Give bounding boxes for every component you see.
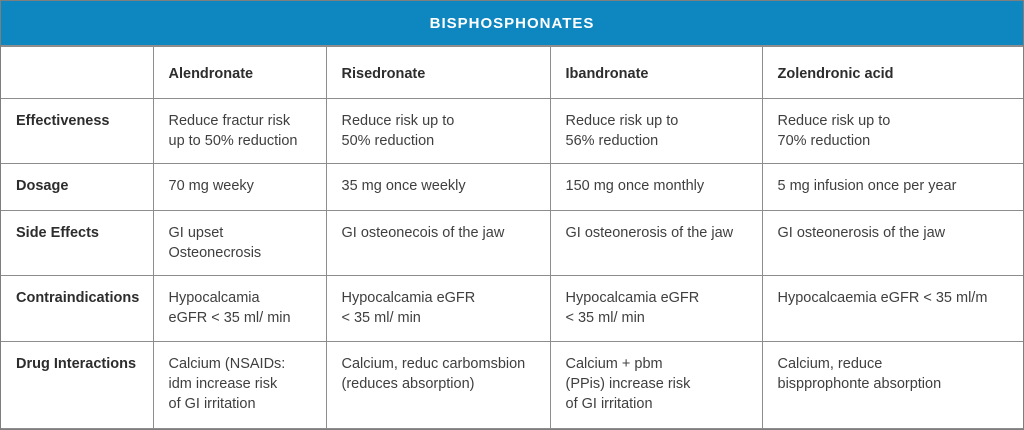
- column-header-zolendronic-acid: Zolendronic acid: [761, 46, 1023, 99]
- cell-dosage-ibandronate: 150 mg once monthly: [549, 163, 763, 211]
- cell-effectiveness-risedronate: Reduce risk up to 50% reduction: [325, 98, 551, 164]
- column-header-risedronate: Risedronate: [325, 46, 551, 99]
- row-label-dosage: Dosage: [1, 163, 154, 211]
- table-row-drug-interactions: Drug Interactions Calcium (NSAIDs: idm i…: [1, 341, 1023, 429]
- cell-drug-interactions-risedronate: Calcium, reduc carbomsbion (reduces abso…: [325, 341, 551, 429]
- cell-effectiveness-zolendronic-acid: Reduce risk up to 70% reduction: [761, 98, 1023, 164]
- cell-side-effects-risedronate: GI osteonecois of the jaw: [325, 210, 551, 276]
- cell-contraindications-alendronate: Hypocalcamia eGFR < 35 ml/ min: [152, 275, 327, 342]
- cell-drug-interactions-ibandronate: Calcium + pbm (PPis) increase risk of GI…: [549, 341, 763, 429]
- drug-comparison-table: Alendronate Risedronate Ibandronate Zole…: [1, 46, 1023, 429]
- table-row-dosage: Dosage 70 mg weeky 35 mg once weekly 150…: [1, 163, 1023, 211]
- cell-contraindications-ibandronate: Hypocalcamia eGFR < 35 ml/ min: [549, 275, 763, 342]
- table-row-contraindications: Contraindications Hypocalcamia eGFR < 35…: [1, 275, 1023, 342]
- table-title-bar: BISPHOSPHONATES: [1, 1, 1023, 46]
- cell-effectiveness-alendronate: Reduce fractur risk up to 50% reduction: [152, 98, 327, 164]
- cell-contraindications-risedronate: Hypocalcamia eGFR < 35 ml/ min: [325, 275, 551, 342]
- corner-cell: [1, 46, 154, 99]
- cell-dosage-risedronate: 35 mg once weekly: [325, 163, 551, 211]
- cell-contraindications-zolendronic-acid: Hypocalcaemia eGFR < 35 ml/m: [761, 275, 1023, 342]
- cell-dosage-zolendronic-acid: 5 mg infusion once per year: [761, 163, 1023, 211]
- row-label-side-effects: Side Effects: [1, 210, 154, 276]
- row-label-drug-interactions: Drug Interactions: [1, 341, 154, 429]
- cell-drug-interactions-zolendronic-acid: Calcium, reduce bispprophonte absorption: [761, 341, 1023, 429]
- row-label-effectiveness: Effectiveness: [1, 98, 154, 164]
- row-label-contraindications: Contraindications: [1, 275, 154, 342]
- cell-drug-interactions-alendronate: Calcium (NSAIDs: idm increase risk of GI…: [152, 341, 327, 429]
- column-header-row: Alendronate Risedronate Ibandronate Zole…: [1, 46, 1023, 99]
- cell-side-effects-zolendronic-acid: GI osteonerosis of the jaw: [761, 210, 1023, 276]
- cell-dosage-alendronate: 70 mg weeky: [152, 163, 327, 211]
- table-row-side-effects: Side Effects GI upset Osteonecrosis GI o…: [1, 210, 1023, 276]
- table-row-effectiveness: Effectiveness Reduce fractur risk up to …: [1, 98, 1023, 164]
- cell-side-effects-alendronate: GI upset Osteonecrosis: [152, 210, 327, 276]
- cell-effectiveness-ibandronate: Reduce risk up to 56% reduction: [549, 98, 763, 164]
- cell-side-effects-ibandronate: GI osteonerosis of the jaw: [549, 210, 763, 276]
- column-header-ibandronate: Ibandronate: [549, 46, 763, 99]
- column-header-alendronate: Alendronate: [152, 46, 327, 99]
- table-title: BISPHOSPHONATES: [429, 14, 595, 32]
